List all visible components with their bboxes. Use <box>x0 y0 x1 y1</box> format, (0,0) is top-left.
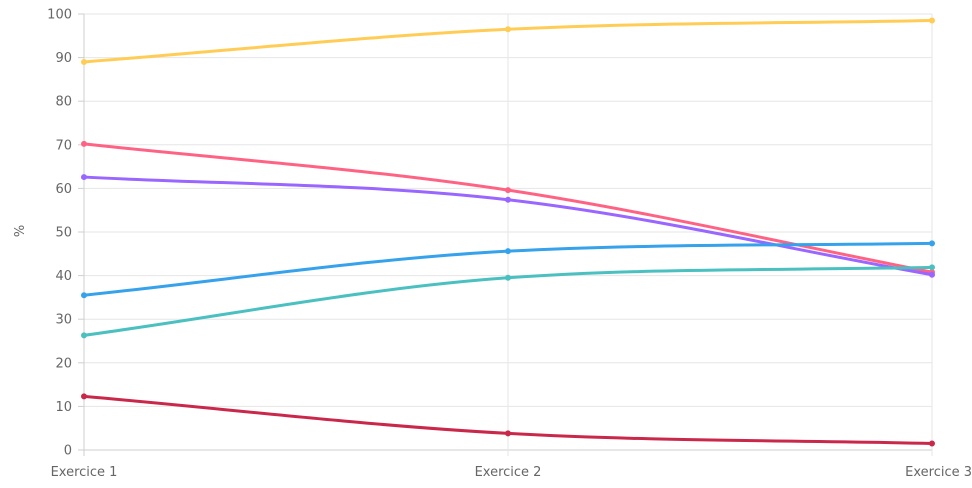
data-point[interactable] <box>929 271 935 278</box>
series-group <box>81 17 935 65</box>
data-point[interactable] <box>929 240 935 247</box>
data-point[interactable] <box>505 274 511 281</box>
y-tick-label: 10 <box>55 400 72 415</box>
y-tick-label: 20 <box>55 356 72 371</box>
y-axis-label: % <box>13 225 28 237</box>
data-point[interactable] <box>929 264 935 271</box>
data-point[interactable] <box>929 17 935 24</box>
x-tick-label: Exercice 2 <box>475 465 542 480</box>
y-tick-label: 40 <box>55 269 72 284</box>
series-group <box>81 393 935 447</box>
grid <box>83 13 933 456</box>
y-tick-label: 90 <box>55 51 72 66</box>
y-tick-label: 100 <box>47 8 72 23</box>
x-tick-label: Exercice 3 <box>905 465 972 480</box>
data-point[interactable] <box>81 58 87 65</box>
series-group <box>81 240 935 299</box>
data-point[interactable] <box>929 440 935 447</box>
y-tick-label: 50 <box>55 226 72 241</box>
data-point[interactable] <box>505 248 511 255</box>
axes: 0 10 20 30 40 50 60 70 80 90 100 Exercice 1 Exercice… <box>47 8 972 481</box>
y-tick-label: 30 <box>55 313 72 328</box>
x-tick-label: Exercice 1 <box>51 465 118 480</box>
data-point[interactable] <box>81 393 87 400</box>
data-point[interactable] <box>81 292 87 299</box>
data-point[interactable] <box>81 174 87 181</box>
y-tick-label: 80 <box>55 95 72 110</box>
y-tick-label: 60 <box>55 182 72 197</box>
series-group <box>81 264 935 339</box>
series-group <box>81 174 935 278</box>
data-point[interactable] <box>81 332 87 339</box>
data-point[interactable] <box>505 187 511 194</box>
data-point[interactable] <box>505 430 511 437</box>
y-tick-label: 70 <box>55 138 72 153</box>
series <box>81 17 935 447</box>
y-tick-label: 0 <box>64 444 72 459</box>
data-point[interactable] <box>81 140 87 147</box>
data-point[interactable] <box>505 196 511 203</box>
data-point[interactable] <box>505 26 511 33</box>
